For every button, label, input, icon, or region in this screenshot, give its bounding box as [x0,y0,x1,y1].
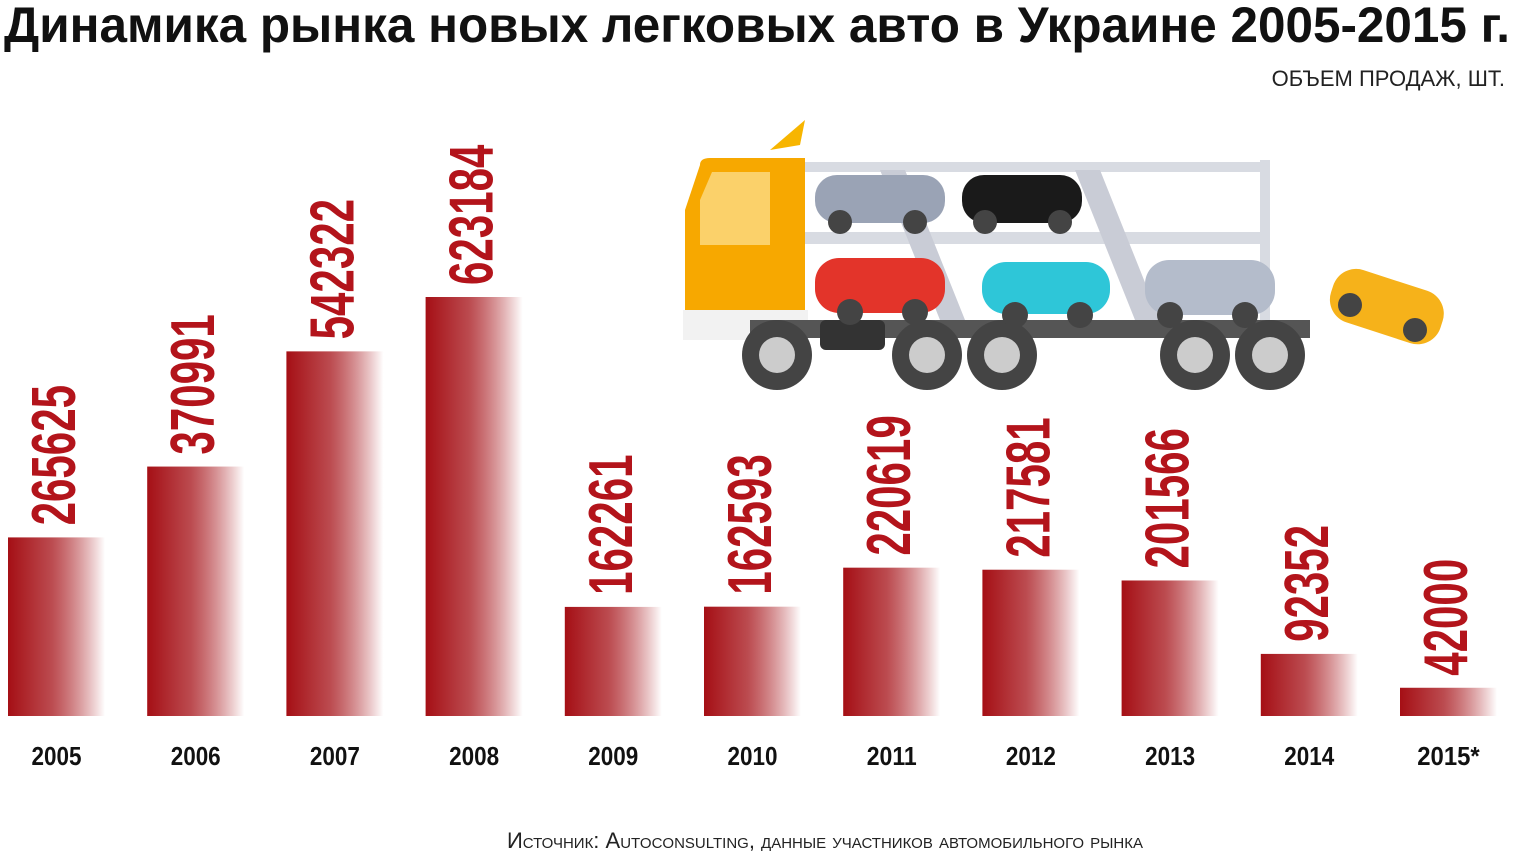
x-tick-label: 2010 [728,741,778,771]
value-label: 162593 [716,454,785,594]
x-tick-label: 2013 [1145,741,1195,771]
bar [1260,653,1358,716]
value-label: 201566 [1134,428,1203,568]
bar [704,606,801,716]
value-label: 220619 [855,415,924,555]
value-label: 42000 [1412,559,1481,676]
value-label: 370991 [159,314,228,454]
x-tick-label: 2007 [310,741,360,771]
x-tick-label: 2015* [1417,741,1480,771]
source-note: Источник: Autoconsulting, данные участни… [507,828,1143,853]
value-label: 92352 [1273,525,1342,642]
bar [843,567,941,716]
value-label: 217581 [994,417,1063,557]
chart-subtitle: ОБЪЕМ ПРОДАЖ, ШТ. [1272,66,1505,91]
bar [982,569,1080,716]
value-label: 542322 [298,199,367,339]
bar [286,351,384,716]
truck-illustration [683,120,1444,390]
value-label: 623184 [438,144,507,285]
bar [8,537,105,716]
x-tick-label: 2012 [1006,741,1056,771]
x-tick-label: 2009 [588,741,638,771]
bar [1121,580,1219,716]
value-label: 265625 [20,385,89,525]
value-label: 162261 [577,455,646,595]
x-tick-label: 2008 [449,741,499,771]
x-tick-label: 2011 [867,741,917,771]
bar [147,466,245,716]
bar [425,297,523,716]
x-tick-label: 2005 [32,741,82,771]
x-tick-label: 2006 [171,741,221,771]
x-tick-label: 2014 [1284,741,1334,771]
chart-title: Динамика рынка новых легковых авто в Укр… [4,0,1510,53]
bar [564,606,662,716]
bar [1400,687,1497,716]
